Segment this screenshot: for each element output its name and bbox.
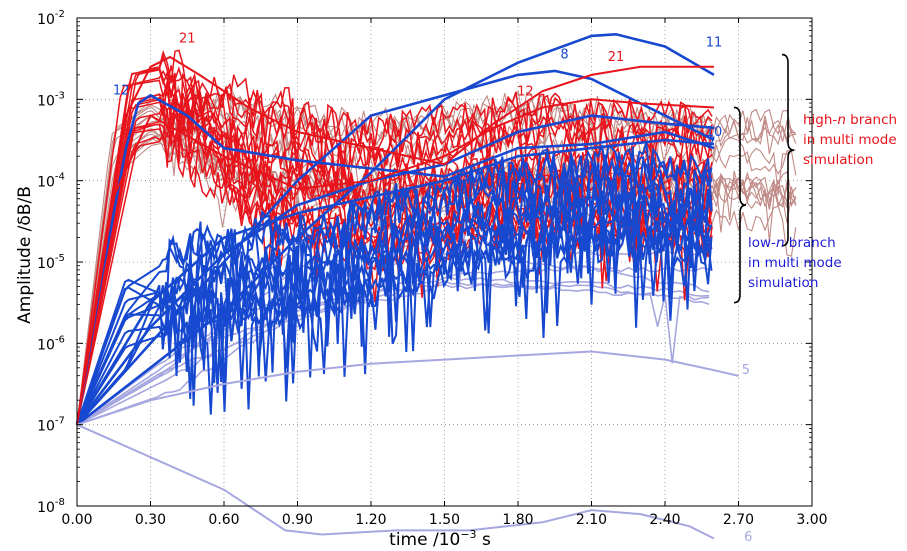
low-n-line3: simulation [748,275,818,291]
low-n-line1-italic: n [776,235,785,251]
series-line-21 [443,65,714,166]
x-axis-label-main: time /10 [389,530,460,550]
x-axis-label-sup: −3 [460,528,476,541]
y-tick-labels: 10-8 10-7 10-6 10-5 10-4 10-3 10-2 [37,9,65,516]
low-n-single-mode-line [76,283,710,426]
x-tick-label: 1.80 [502,512,533,528]
low-n-line1-post: branch [785,235,836,251]
low-n-line1-pre: low- [748,235,776,251]
y-tick-label: 10-2 [37,9,65,28]
brace-low-n [733,106,747,304]
high-n-multi-mode-line [76,81,713,425]
low-n-single-mode-line [76,276,710,426]
curve-label-12: 12 [113,83,130,98]
axis-ticks [76,17,813,507]
y-tick-label: 10-6 [37,334,65,353]
series-line-7 [75,138,715,426]
y-axis-label: Amplitude /δB/B [15,186,35,324]
high-n-line3: simulation [803,152,873,168]
low-n-branch-label: low-n branch in multi mode simulation [748,235,846,291]
x-axis-label-tail: s [477,530,491,550]
x-tick-label: 0.90 [282,512,313,528]
highlighted-series [75,32,739,540]
x-tick-labels: 0.00 0.30 0.60 0.90 1.20 1.50 1.80 2.10 2.40 2.70… [61,512,827,528]
x-tick-label: 0.00 [61,512,92,528]
y-tick-label: 10-8 [37,497,65,516]
x-tick-label: 2.70 [723,512,754,528]
curve-label-10: 10 [706,125,723,140]
x-tick-label: 0.30 [135,512,166,528]
series-line-21 [76,55,445,425]
curve-label-5: 5 [742,363,750,378]
y-tick-label: 10-3 [37,90,65,109]
y-tick-label: 10-4 [37,172,65,191]
y-tick-label: 10-5 [37,253,65,272]
curve-label-6: 6 [744,530,752,545]
high-n-line1-post: branch [846,112,897,128]
curve-label-12: 12 [517,84,534,99]
series-line-12 [75,93,715,425]
high-n-branch-label: high-n branch in multi mode simulation [803,112,901,168]
series-line-11 [76,32,715,426]
x-axis-label: time /10−3 s [389,528,491,550]
low-n-multi-mode-line [76,147,713,426]
low-n-multi-mode-line [76,174,713,426]
x-tick-label: 2.40 [649,512,680,528]
series-line-10 [75,114,715,426]
x-tick-label: 0.60 [208,512,239,528]
curve-label-7: 7 [707,136,715,151]
low-n-multi-mode-line [76,171,713,426]
x-tick-label: 1.20 [355,512,386,528]
series-line-5 [76,350,739,426]
x-tick-label: 2.10 [576,512,607,528]
brace-high-n [781,53,795,247]
high-n-line1-italic: n [837,112,846,128]
series-line-12 [76,98,715,425]
x-tick-label: 3.00 [796,512,827,528]
x-tick-label: 1.50 [429,512,460,528]
low-n-single-mode-line [76,280,710,426]
curve-label-11: 11 [706,35,723,50]
series-line-8 [76,69,715,426]
curve-label-8: 8 [560,48,568,63]
curve-label-21: 21 [608,50,625,65]
curve-annotations: 21 12 8 21 11 12 107 5 6 [113,31,753,545]
y-tick-label: 10-7 [37,416,65,435]
high-n-line1-pre: high- [803,112,837,128]
curve-label-21: 21 [179,31,196,46]
high-n-line2: in multi mode [803,132,897,148]
series-line-6 [76,423,715,540]
low-n-line2: in multi mode [748,255,842,271]
low-n-multi-mode-line [76,210,713,426]
